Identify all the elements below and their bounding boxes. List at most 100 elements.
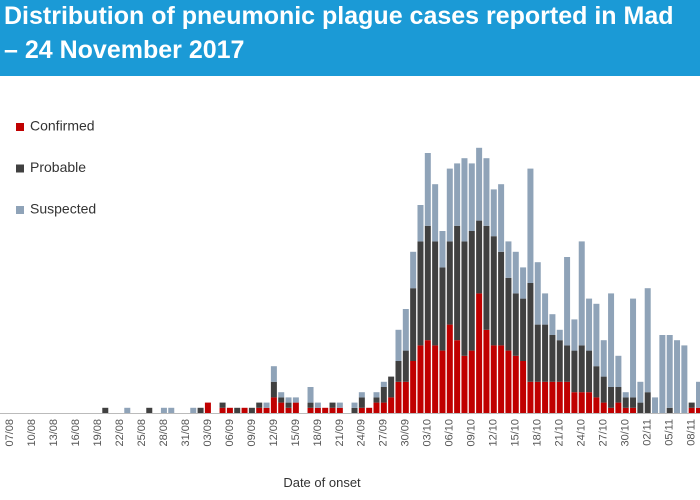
bar-segment xyxy=(373,402,380,413)
bar-segment xyxy=(637,402,644,413)
bar-segment xyxy=(270,397,277,413)
bar-segment xyxy=(476,293,483,413)
bar-segment xyxy=(307,387,314,403)
bar-segment xyxy=(373,392,380,398)
bar-segment xyxy=(644,392,651,413)
bar-segment xyxy=(219,407,226,413)
bar-segment xyxy=(410,361,417,413)
bar-segment xyxy=(285,397,292,403)
bar-segment xyxy=(102,407,109,413)
bar-segment xyxy=(681,345,688,413)
bar-segment xyxy=(278,397,285,403)
bar-segment xyxy=(571,350,578,393)
bar-segment xyxy=(439,231,446,268)
bar-segment xyxy=(446,324,453,413)
header-band xyxy=(0,0,700,76)
bar-segment xyxy=(395,361,402,382)
x-tick-label: 02/11 xyxy=(642,419,654,446)
bar-segment xyxy=(600,340,607,377)
bar-segment xyxy=(424,225,431,341)
bar-segment xyxy=(476,147,483,221)
chart-title: – 24 November 2017 xyxy=(4,36,244,64)
legend-label: Probable xyxy=(30,159,86,175)
bar-segment xyxy=(571,319,578,351)
bar-segment xyxy=(292,402,299,413)
bar-segment xyxy=(615,387,622,403)
bar-segment xyxy=(534,381,541,413)
bar-segment xyxy=(527,381,534,413)
x-tick-label: 05/11 xyxy=(664,419,676,446)
bar-segment xyxy=(505,241,512,278)
bar-segment xyxy=(578,241,585,346)
bar-segment xyxy=(454,340,461,413)
bar-segment xyxy=(402,381,409,413)
legend-swatch xyxy=(16,164,24,173)
bar-segment xyxy=(630,298,637,398)
x-tick-label: 10/08 xyxy=(26,419,38,447)
bar-segment xyxy=(424,153,431,226)
bar-segment xyxy=(197,407,204,413)
bar-segment xyxy=(476,220,483,294)
x-axis-label: Date of onset xyxy=(283,475,361,490)
bar-segment xyxy=(278,392,285,398)
x-tick-label: 21/10 xyxy=(554,419,566,447)
bar-segment xyxy=(417,345,424,413)
bar-segment xyxy=(696,381,700,408)
bar-segment xyxy=(395,381,402,413)
legend-swatch xyxy=(16,123,24,131)
bar-segment xyxy=(483,225,490,330)
x-tick-label: 16/08 xyxy=(70,419,82,447)
bar-segment xyxy=(688,402,695,408)
bar-segment xyxy=(292,397,299,403)
bar-segment xyxy=(402,309,409,351)
x-tick-label: 12/10 xyxy=(488,419,500,447)
bar-segment xyxy=(270,366,277,382)
x-tick-label: 24/10 xyxy=(576,419,588,447)
bar-segment xyxy=(666,335,673,408)
bar-segment xyxy=(454,225,461,341)
bar-segment xyxy=(366,407,373,413)
bar-segment xyxy=(600,376,607,403)
x-tick-label: 06/09 xyxy=(224,419,236,447)
bar-segment xyxy=(351,402,358,408)
bar-segment xyxy=(424,340,431,413)
bar-segment xyxy=(314,407,321,413)
bar-segment xyxy=(358,407,365,413)
x-tick-label: 15/10 xyxy=(510,419,522,447)
bar-segment xyxy=(461,158,468,242)
x-tick-label: 18/10 xyxy=(532,419,544,447)
bar-segment xyxy=(256,402,263,408)
bar-segment xyxy=(432,184,439,242)
bar-segment xyxy=(578,392,585,413)
x-tick-label: 13/08 xyxy=(48,419,60,447)
x-tick-label: 30/10 xyxy=(620,419,632,447)
bar-segment xyxy=(388,376,395,398)
bar-segment xyxy=(527,168,534,283)
bar-segment xyxy=(336,407,343,413)
bar-segment xyxy=(234,407,241,413)
bar-segment xyxy=(380,381,387,387)
bar-segment xyxy=(461,355,468,413)
bar-segment xyxy=(498,184,505,252)
bar-segment xyxy=(549,381,556,413)
bar-segment xyxy=(593,397,600,413)
x-tick-label: 09/10 xyxy=(466,419,478,447)
bar-segment xyxy=(490,189,497,237)
bar-segment xyxy=(468,350,475,413)
bar-segment xyxy=(622,407,629,413)
bar-segment xyxy=(417,205,424,242)
x-tick-label: 07/08 xyxy=(4,419,16,447)
bar-segment xyxy=(358,397,365,408)
bar-segment xyxy=(432,345,439,413)
bar-segment xyxy=(226,407,233,413)
bar-segment xyxy=(483,158,490,226)
bar-segment xyxy=(160,407,167,413)
bar-segment xyxy=(395,329,402,361)
bar-segment xyxy=(542,324,549,382)
bar-segment xyxy=(146,407,153,413)
bar-segment xyxy=(622,392,629,398)
bar-segment xyxy=(608,407,615,413)
bar-segment xyxy=(593,366,600,398)
